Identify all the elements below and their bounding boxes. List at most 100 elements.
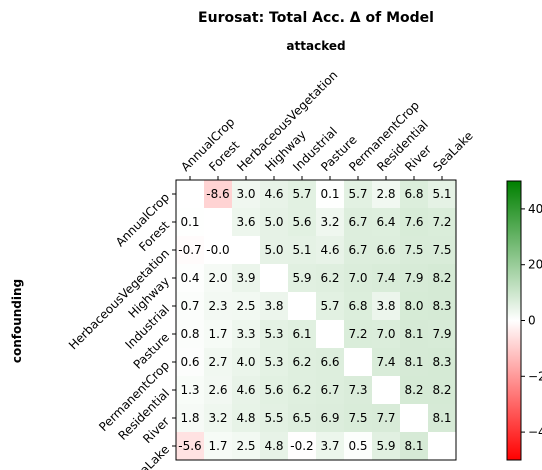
heatmap-cell — [316, 376, 344, 404]
cell-value-label: 4.6 — [320, 243, 339, 257]
heatmap-cell — [260, 292, 288, 320]
cell-value-label: 8.1 — [432, 411, 451, 425]
heatmap-cell — [288, 376, 316, 404]
cell-value-label: 2.3 — [208, 299, 227, 313]
heatmap-cell — [400, 348, 428, 376]
cell-value-label: 6.6 — [376, 243, 395, 257]
cell-value-label: 6.7 — [348, 215, 367, 229]
heatmap-cell — [176, 292, 204, 320]
heatmap-cell — [316, 348, 344, 376]
x-tick-label: SeaLake — [430, 129, 475, 174]
cell-value-label: 5.9 — [376, 439, 395, 453]
cell-value-label: 0.1 — [320, 187, 339, 201]
cell-value-label: 8.1 — [404, 327, 423, 341]
heatmap-cell — [232, 348, 260, 376]
cell-value-label: 2.5 — [236, 299, 255, 313]
heatmap-cell — [204, 432, 232, 460]
cell-value-label: 7.2 — [348, 327, 367, 341]
y-tick-labels: AnnualCropForestHerbaceousVegetationHigh… — [66, 190, 176, 470]
cell-value-label: 2.7 — [208, 355, 227, 369]
cell-value-label: 5.6 — [292, 215, 311, 229]
heatmap-cell — [260, 208, 288, 236]
heatmap-cell — [428, 376, 456, 404]
cell-value-label: 4.6 — [264, 187, 283, 201]
cell-value-label: 0.4 — [180, 271, 199, 285]
cell-value-label: 8.1 — [404, 355, 423, 369]
heatmap-cell — [428, 404, 456, 432]
heatmap-cell — [400, 208, 428, 236]
chart-title: Eurosat: Total Acc. Δ of Model — [198, 10, 434, 26]
cell-value-label: 5.5 — [264, 411, 283, 425]
cell-value-label: 6.7 — [348, 243, 367, 257]
heatmap-cell — [428, 264, 456, 292]
cell-value-label: 3.9 — [236, 271, 255, 285]
cell-value-label: 2.8 — [376, 187, 395, 201]
heatmap-cell — [176, 208, 204, 236]
cell-value-label: 6.7 — [320, 383, 339, 397]
heatmap-cell — [204, 292, 232, 320]
cell-value-label: 0.6 — [180, 355, 199, 369]
heatmap-cell — [428, 292, 456, 320]
cell-value-label: 8.0 — [404, 299, 423, 313]
cell-value-label: 7.2 — [432, 215, 451, 229]
heatmap-cell — [232, 404, 260, 432]
cell-value-label: 1.7 — [208, 439, 227, 453]
cell-value-label: 7.0 — [348, 271, 367, 285]
colorbar — [506, 180, 522, 461]
heatmap-cell — [204, 404, 232, 432]
heatmap-cell-labels: -8.6 3.0 4.6 5.7 0.1 5.7 2.8 6.8 5.1 0.1 3.6 5.0 5.6… — [178, 187, 451, 453]
heatmap-cell — [372, 348, 400, 376]
cell-value-label: 8.2 — [404, 383, 423, 397]
cell-value-label: -8.6 — [206, 187, 229, 201]
heatmap-cell — [344, 292, 372, 320]
heatmap-cell — [260, 348, 288, 376]
cell-value-label: 3.8 — [264, 299, 283, 313]
cell-value-label: 0.5 — [348, 439, 367, 453]
cell-value-label: 2.0 — [208, 271, 227, 285]
cell-value-label: -0.7 — [178, 243, 201, 257]
cell-value-label: 8.1 — [404, 439, 423, 453]
heatmap-cell — [372, 236, 400, 264]
cell-value-label: 6.8 — [348, 299, 367, 313]
cell-value-label: 6.9 — [320, 411, 339, 425]
heatmap-cell — [204, 348, 232, 376]
cell-value-label: 5.9 — [292, 271, 311, 285]
colorbar-tick-label: −20 — [528, 369, 542, 383]
cell-value-label: 0.8 — [180, 327, 199, 341]
heatmap-cell — [316, 264, 344, 292]
cell-value-label: 3.2 — [320, 215, 339, 229]
heatmap-cell — [316, 404, 344, 432]
cell-value-label: 4.8 — [236, 411, 255, 425]
heatmap-cell — [232, 208, 260, 236]
heatmap-cell — [288, 320, 316, 348]
heatmap-cell — [372, 432, 400, 460]
heatmap-cell — [344, 432, 372, 460]
cell-value-label: -0.0 — [206, 243, 229, 257]
x-tick-labels: AnnualCropForestHerbaceousVegetationHigh… — [178, 68, 476, 180]
heatmap-cell — [176, 348, 204, 376]
cell-value-label: 3.0 — [236, 187, 255, 201]
heatmap-cell — [344, 264, 372, 292]
cell-value-label: 7.3 — [348, 383, 367, 397]
cell-value-label: 5.7 — [348, 187, 367, 201]
heatmap-cell — [232, 236, 260, 264]
heatmap-cell — [260, 320, 288, 348]
heatmap-cell — [260, 180, 288, 208]
heatmap-cell — [372, 292, 400, 320]
heatmap-cell — [232, 292, 260, 320]
heatmap-cell — [428, 180, 456, 208]
cell-value-label: 2.6 — [208, 383, 227, 397]
cell-value-label: 4.8 — [264, 439, 283, 453]
cell-value-label: 7.9 — [404, 271, 423, 285]
cell-value-label: 6.5 — [292, 411, 311, 425]
heatmap-cell — [400, 432, 428, 460]
colorbar-tick-label: 20 — [528, 258, 542, 272]
heatmap-cell — [288, 404, 316, 432]
cell-value-label: 7.5 — [432, 243, 451, 257]
heatmap-cell — [400, 264, 428, 292]
heatmap-cell — [288, 208, 316, 236]
cell-value-label: 3.7 — [320, 439, 339, 453]
heatmap-cell — [176, 180, 204, 208]
cell-value-label: 7.7 — [376, 411, 395, 425]
heatmap-cell — [204, 264, 232, 292]
